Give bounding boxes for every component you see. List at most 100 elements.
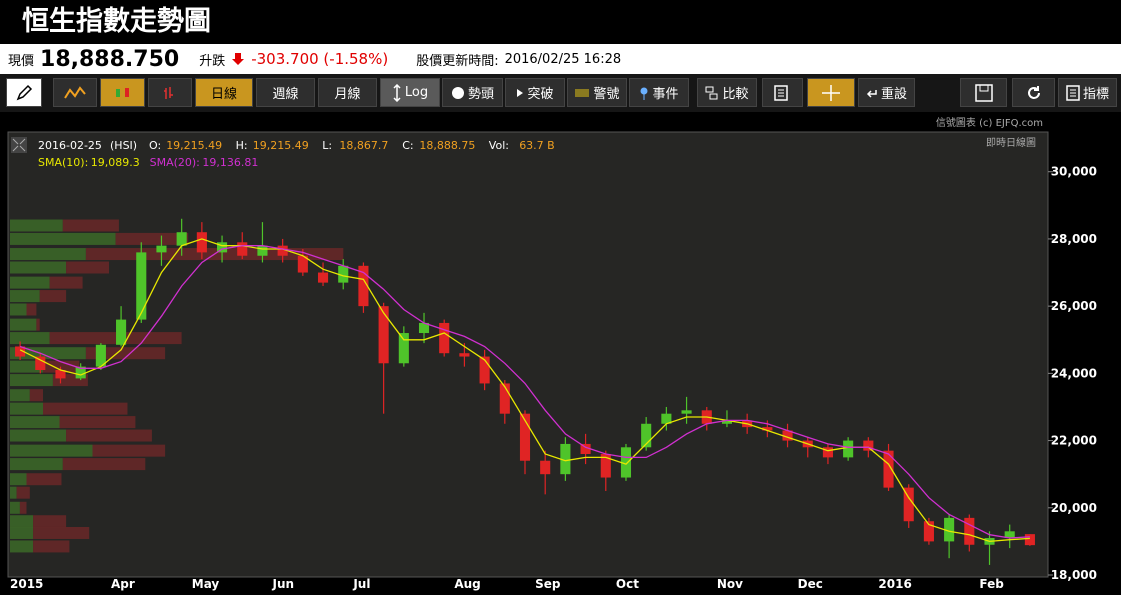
x-tick-label: Dec [798, 577, 823, 591]
volume-down [66, 261, 109, 274]
candle-body [560, 443, 571, 475]
x-tick-label: Sep [535, 577, 561, 591]
info-value: 19,215.49 [253, 139, 309, 152]
alert-button[interactable]: 警號 [567, 78, 627, 107]
candle-body [338, 265, 349, 283]
volume-up [10, 332, 50, 345]
event-label: 事件 [652, 87, 679, 102]
weekly-button[interactable]: 週線 [256, 78, 315, 107]
info-text: (HSI) [110, 139, 137, 152]
candle-body [721, 420, 733, 424]
candle-body [217, 242, 228, 253]
y-tick-label: 26,000 [1051, 299, 1097, 313]
candle-body [439, 322, 450, 354]
candle-body [75, 366, 86, 379]
breakout-button[interactable]: 突破 [505, 78, 565, 107]
candle-body [378, 306, 389, 364]
volume-up [10, 429, 67, 442]
volume-up [10, 402, 43, 415]
y-tick-label: 18,000 [1051, 568, 1097, 582]
x-tick-label: Jul [352, 577, 370, 591]
momentum-button[interactable]: 勢頭 [442, 78, 503, 107]
volume-up [10, 303, 27, 316]
candle-body [156, 245, 167, 253]
reset-label: 重設 [880, 87, 907, 102]
volume-up [10, 515, 34, 528]
candle-body [317, 272, 329, 283]
refresh-button[interactable] [1012, 78, 1055, 107]
event-button[interactable]: 事件 [629, 78, 689, 107]
volume-up [10, 416, 60, 429]
change: -303.700 (-1.58%) [251, 50, 389, 68]
candle-body [863, 440, 874, 451]
price-label: 現價 [8, 53, 35, 69]
bar-button[interactable] [148, 78, 192, 107]
candle-body [15, 346, 26, 357]
candle-button[interactable] [100, 78, 145, 107]
indicator-label: 指標 [1082, 87, 1109, 102]
candle-body [580, 443, 591, 455]
draw-button[interactable] [6, 78, 42, 107]
candle-body [1004, 531, 1015, 539]
reset-button[interactable]: 重設 [858, 78, 915, 107]
candle-body [923, 521, 934, 542]
volume-up [10, 444, 93, 457]
y-tick-label: 30,000 [1051, 165, 1097, 179]
log-button[interactable]: Log [380, 78, 440, 107]
candle-body [540, 460, 551, 475]
crosshair-button[interactable] [807, 78, 855, 107]
candle-body [883, 450, 894, 488]
candle-body [116, 319, 127, 345]
x-tick-label: Aug [454, 577, 480, 591]
candle-body [964, 517, 975, 545]
candle-body [418, 322, 430, 334]
candle-body [519, 413, 531, 461]
page-title: 恒生指數走勢圖 [0, 0, 1121, 44]
indicator-button[interactable]: 指標 [1058, 78, 1117, 107]
zoom-icon [11, 137, 27, 153]
change-label: 升跌 [199, 53, 226, 69]
x-tick-label: Apr [111, 577, 135, 591]
update-label: 股價更新時間: [416, 53, 499, 69]
update-time: 2016/02/25 16:28 [504, 51, 622, 67]
legend-value: 19,136.81 [202, 156, 258, 169]
candle-body [843, 440, 854, 458]
candle-body [903, 487, 914, 522]
candle-body [398, 333, 409, 364]
volume-up [10, 261, 67, 274]
book-button[interactable] [762, 78, 803, 107]
monthly-button[interactable]: 月線 [318, 78, 377, 107]
volume-down [19, 501, 27, 514]
line-button[interactable] [53, 78, 97, 107]
volume-up [10, 232, 116, 245]
save-button[interactable] [960, 78, 1007, 107]
daily-button[interactable]: 日線 [195, 78, 253, 107]
volume-down [16, 486, 30, 499]
volume-up [10, 276, 50, 289]
volume-down [92, 444, 166, 457]
info-value: 18,888.75 [419, 139, 475, 152]
volume-up [10, 360, 43, 373]
volume-up [10, 374, 53, 387]
volume-up [10, 318, 37, 331]
credit: 信號圖表 (c) EJFQ.com [936, 116, 1043, 129]
down-arrow [232, 53, 245, 65]
volume-down [49, 276, 83, 289]
volume-down [66, 429, 152, 442]
volume-down [43, 402, 128, 415]
volume-down [39, 290, 67, 303]
volume-down [26, 303, 37, 316]
log-label: Log [404, 85, 429, 100]
candle-body [95, 344, 106, 367]
quote-bar: 現價 18,888.750 升跌 -303.700 (-1.58%) 股價更新時… [0, 44, 1121, 74]
breakout-label: 突破 [527, 87, 554, 102]
candle-body [297, 255, 308, 273]
compare-button[interactable]: 比較 [697, 78, 757, 107]
info-label: L: [322, 139, 332, 152]
price: 18,888.750 [40, 46, 180, 72]
info-value: 18,867.7 [339, 139, 388, 152]
volume-up [10, 486, 17, 499]
volume-up [10, 473, 27, 486]
candle-body [499, 383, 510, 414]
